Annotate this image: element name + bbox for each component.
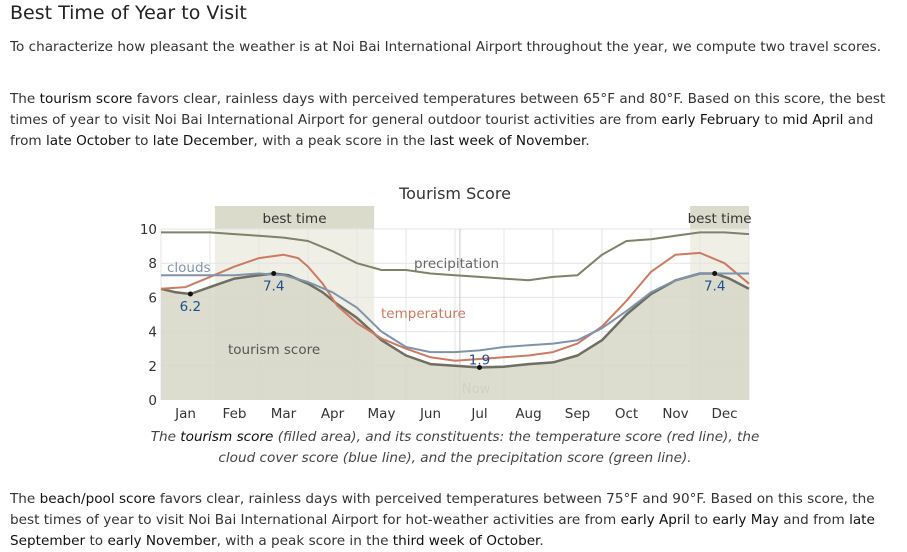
month-label-jun: Jun [419,406,441,422]
beach-score-paragraph: The beach/pool score favors clear, rainl… [10,491,875,549]
annotation-label-1: 6.2 [180,299,201,315]
month-label-feb: Feb [223,406,247,422]
y-tick-label-2: 2 [148,359,157,375]
tourism-score-term: tourism score [39,91,133,107]
chart-title: Tourism Score [398,184,511,203]
clouds-line [161,272,749,354]
best-time-header-2 [690,206,749,229]
constituent-score-lines [160,231,750,362]
annotation-label-3: 1.9 [469,353,490,369]
month-label-dec: Dec [711,406,737,422]
chart-labels: tourism score temperature clouds precipitat… [167,256,725,371]
month-label-jan: Jan [174,406,196,422]
annotation-label-2: 7.4 [263,278,284,294]
y-tick-label-10: 10 [140,222,157,238]
y-tick-label-8: 8 [148,256,157,272]
tourism-score-chart: Tourism Score best time best time 0 2 4 6 8 10… [140,184,752,422]
series-label-clouds: clouds [167,260,211,276]
annotation-point-2 [271,270,277,276]
month-label-apr: Apr [321,406,345,422]
month-label-mar: Mar [271,406,297,422]
tourism-score-fill [161,273,749,400]
month-label-oct: Oct [615,406,638,422]
month-label-jul: Jul [470,406,487,422]
precipitation-line [161,231,750,282]
month-label-sep: Sep [565,406,590,422]
best-time-header-1 [214,206,375,229]
tourism-score-paragraph: The tourism score favors clear, rainless… [10,91,886,149]
best-time-label-2: best time [688,211,752,227]
month-label-nov: Nov [662,406,688,422]
annotation-point-1 [187,291,193,297]
annotation-point-3 [477,365,482,371]
y-tick-label-6: 6 [148,290,157,306]
annotation-label-4: 7.4 [704,278,725,294]
caption-tourism-score-term: tourism score [180,429,274,445]
page-heading: Best Time of Year to Visit [10,2,247,24]
intro-paragraph: To characterize how pleasant the weather… [10,39,882,55]
best-time-label-1: best time [263,211,327,227]
tourism-score-area [160,272,750,400]
month-label-aug: Aug [515,406,541,422]
beach-score-term: beach/pool score [39,491,156,507]
annotation-point-4 [712,270,718,276]
month-label-may: May [368,406,396,422]
chart-caption: The tourism score (filled area), and its… [150,429,760,466]
tourism-score-line [160,272,750,369]
series-label-precipitation: precipitation [414,256,499,272]
y-tick-label-4: 4 [148,325,157,341]
temperature-line [160,251,750,362]
series-label-tourism-score: tourism score [228,342,320,358]
y-tick-label-0: 0 [148,393,157,409]
series-label-temperature: temperature [381,306,466,322]
